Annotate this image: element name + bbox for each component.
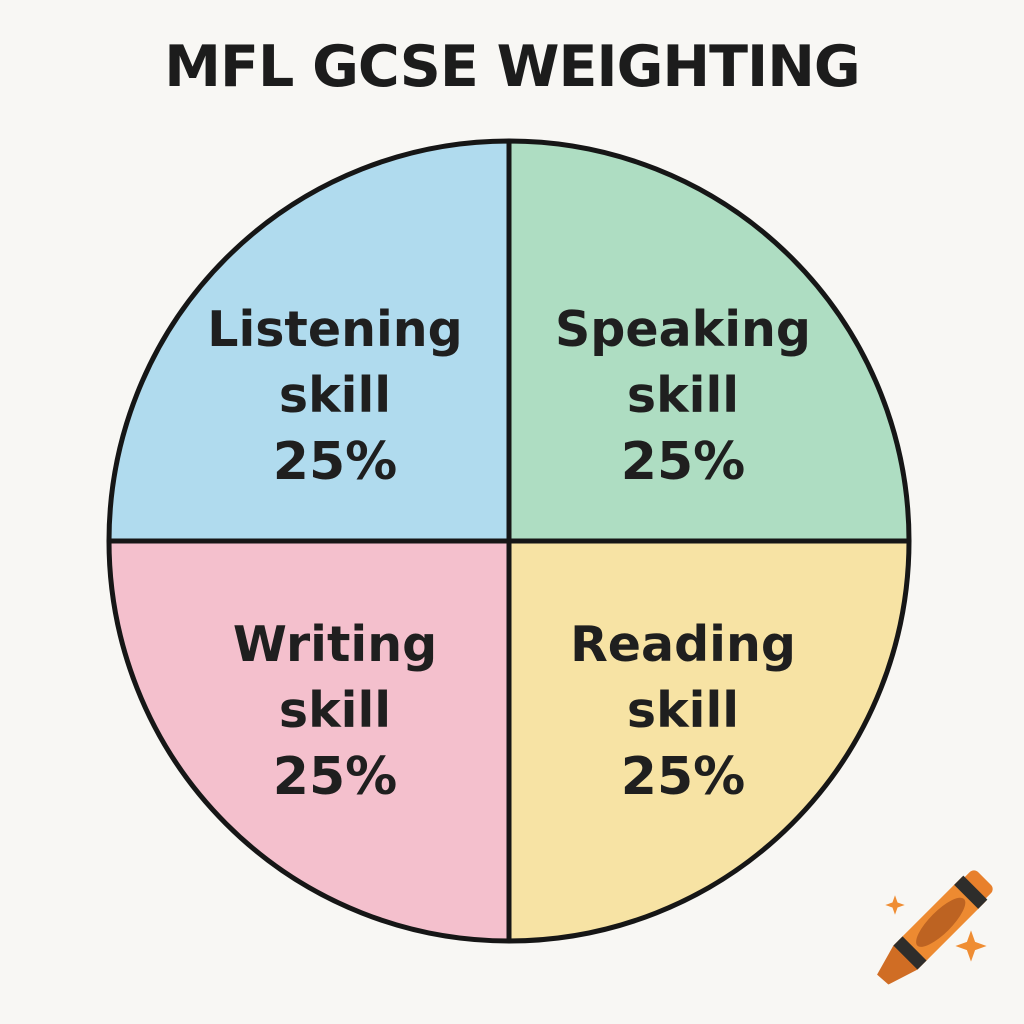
crayon-logo	[877, 870, 993, 985]
pie-slice-reading	[506, 538, 912, 944]
slice-name: Writing	[232, 616, 438, 673]
slice-skill-word: skill	[278, 367, 392, 424]
pie-slice-listening	[106, 138, 512, 544]
slice-label-listening: Listening skill 25%	[135, 297, 535, 495]
slice-skill-word: skill	[278, 682, 392, 739]
slice-percentage: 25%	[620, 432, 746, 492]
slice-percentage: 25%	[272, 432, 398, 492]
crayon-tip	[877, 945, 918, 985]
crayon-end-cap	[963, 870, 993, 900]
crayon-icon	[877, 870, 993, 985]
crayon-stripe-top	[954, 875, 988, 909]
slice-name: Listening	[207, 301, 463, 358]
slice-name: Speaking	[554, 301, 811, 358]
slice-name: Reading	[570, 616, 796, 673]
slice-label-writing: Writing skill 25%	[135, 612, 535, 810]
crayon-stripe-bottom	[893, 936, 927, 970]
sparkle-icon-small	[885, 895, 905, 915]
sparkle-icon-large	[955, 930, 987, 962]
chart-title: MFL GCSE WEIGHTING	[164, 34, 860, 100]
pie-slice-speaking	[506, 138, 912, 544]
slice-label-speaking: Speaking skill 25%	[483, 297, 883, 495]
crayon-label-ellipse	[916, 897, 966, 947]
slice-label-reading: Reading skill 25%	[483, 612, 883, 810]
pie-slice-writing	[106, 538, 512, 944]
slice-skill-word: skill	[626, 367, 740, 424]
slice-skill-word: skill	[626, 682, 740, 739]
slice-percentage: 25%	[620, 747, 746, 807]
slice-percentage: 25%	[272, 747, 398, 807]
